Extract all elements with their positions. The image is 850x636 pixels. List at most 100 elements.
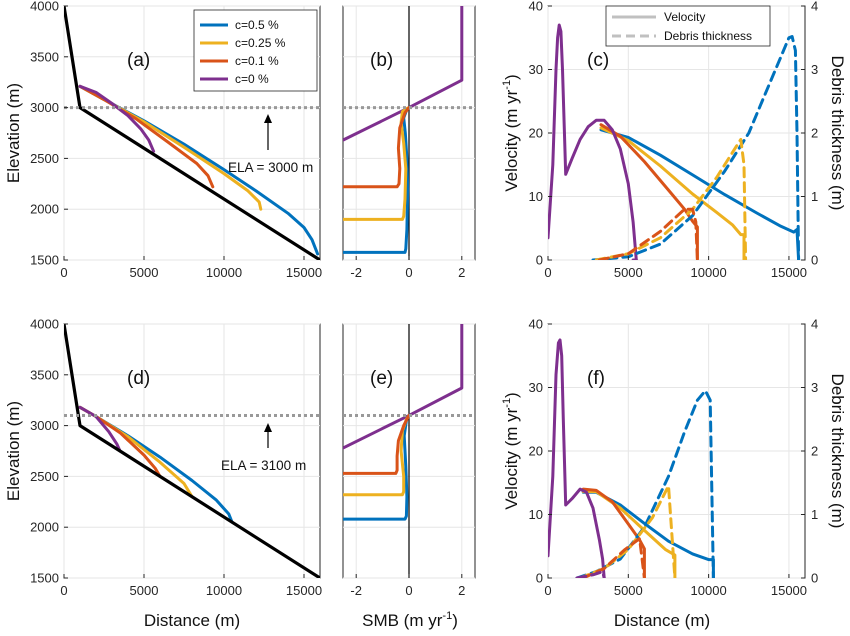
ytick-label-d: 2000 (30, 520, 59, 535)
xtick-label-f: 0 (544, 583, 551, 598)
series-line-c0-velocity-f (548, 338, 606, 578)
y2tick-label-c: 0 (811, 253, 818, 268)
xlabel-d: Distance (m) (144, 611, 240, 630)
series-line-c025-debris-c (594, 137, 748, 260)
xtick-label-b: 0 (405, 265, 412, 280)
panel-c: 0 5000 10000 15000 0 10 20 30 40 0 1 2 3 4 (529, 0, 819, 280)
y2tick-label-c: 2 (811, 126, 818, 141)
xtick-label-a: 0 (60, 265, 67, 280)
ela-annotation-top: ELA = 3000 m (228, 114, 313, 175)
ytick-label-a: 2500 (30, 151, 59, 166)
ela-label-bottom: ELA = 3100 m (221, 458, 306, 473)
xtick-label-d: 15000 (286, 583, 322, 598)
xtick-label-b: -2 (350, 265, 362, 280)
series-line-c0-a (78, 84, 156, 153)
ylabel-c: Velocity (m yr-1) (501, 74, 521, 191)
series-line-c0-velocity-c (548, 23, 638, 260)
legend-variables: Velocity Debris thickness (605, 5, 771, 47)
xtick-label-a: 5000 (130, 265, 159, 280)
series-line-c025-a (78, 84, 263, 211)
xtick-label-e: 2 (458, 583, 465, 598)
panel-f: 0 5000 10000 15000 0 10 20 30 40 0 1 2 3 4 (529, 317, 819, 599)
ylabel-c-close: ) (502, 74, 521, 80)
xtick-label-d: 10000 (206, 583, 242, 598)
ytick-label-a: 2000 (30, 202, 59, 217)
axes-frames (63, 5, 806, 579)
ytick-label-c: 30 (529, 62, 543, 77)
panel-label-d: (d) (127, 368, 150, 389)
legend-label-c01: c=0.1 % (235, 54, 279, 68)
series-line-c025-velocity-c (599, 126, 746, 260)
ela-annotation-bottom: ELA = 3100 m (221, 423, 306, 473)
legend-label-debris: Debris thickness (664, 29, 752, 43)
series-line-c01-debris-c (597, 207, 699, 260)
y2tick-label-c: 3 (811, 62, 818, 77)
panel-b: -2 0 2 (343, 5, 475, 280)
xtick-label-d: 5000 (130, 583, 159, 598)
xlabel-f: Distance (m) (614, 611, 710, 630)
ytick-label-f: 0 (536, 571, 543, 586)
panel-label-e: (e) (370, 368, 393, 389)
series-line-c05-velocity-c (599, 128, 801, 260)
series-line-c05-debris-c (591, 35, 801, 260)
series-b (343, 6, 475, 260)
y2label-c: Debris thickness (m) (828, 56, 847, 211)
ytick-label-d: 3500 (30, 367, 59, 382)
series-line-c01-velocity-f (581, 487, 646, 578)
ytick-label-a: 3000 (30, 100, 59, 115)
series-line-c01-debris-f (581, 537, 646, 578)
ylabel-f: Velocity (m yr-1) (501, 392, 521, 509)
xtick-label-c: 0 (544, 265, 551, 280)
ytick-label-a: 3500 (30, 49, 59, 64)
series-line-c01-d (78, 405, 162, 478)
y2tick-label-f: 2 (811, 444, 818, 459)
series-c (548, 23, 801, 260)
series-line-c01-e (343, 413, 411, 475)
legend-box-c (605, 5, 771, 47)
ytick-label-c: 10 (529, 189, 543, 204)
legend-label-c05: c=0.5 % (235, 18, 279, 32)
ticks-b: -2 0 2 (350, 256, 465, 280)
y2tick-label-f: 0 (811, 571, 818, 586)
ylabel-c-sup: -1 (501, 80, 513, 90)
xtick-label-f: 10000 (691, 583, 727, 598)
panel-label-b: (b) (370, 50, 393, 71)
xtick-label-a: 15000 (286, 265, 322, 280)
panel-label-a: (a) (127, 50, 150, 71)
ytick-label-a: 1500 (30, 253, 59, 268)
ylabel-c-main: Velocity (m yr (502, 89, 521, 191)
y2tick-label-f: 1 (811, 507, 818, 522)
series-a (64, 6, 320, 260)
ylabel-f-main: Velocity (m yr (502, 407, 521, 509)
series-line-c025-e (343, 413, 411, 497)
series-line-c025-b (343, 106, 411, 221)
ylabel-f-sup: -1 (501, 398, 513, 408)
series-d (64, 324, 320, 578)
xtick-label-a: 10000 (206, 265, 242, 280)
series-f (548, 338, 715, 578)
series-e (343, 324, 475, 578)
ticks-c: 0 5000 10000 15000 0 10 20 30 40 0 1 2 3 4 (529, 0, 819, 280)
y2label-f: Debris thickness (m) (828, 374, 847, 529)
ytick-label-c: 40 (529, 0, 543, 14)
ticks-f: 0 5000 10000 15000 0 10 20 30 40 0 1 2 3 4 (529, 317, 819, 599)
ytick-label-a: 4000 (30, 0, 59, 14)
xtick-label-d: 0 (60, 583, 67, 598)
xtick-label-c: 5000 (614, 265, 643, 280)
xtick-label-c: 10000 (691, 265, 727, 280)
ela-label-top: ELA = 3000 m (228, 160, 313, 175)
panel-label-f: (f) (587, 368, 605, 389)
axes-frame-d (63, 323, 321, 579)
panel-label-c: (c) (587, 50, 609, 71)
bed-line-a (64, 6, 320, 260)
series-line-c025-debris-f (578, 484, 677, 578)
ytick-label-d: 1500 (30, 571, 59, 586)
series-line-c0-d (78, 405, 122, 453)
legend-label-c0: c=0 % (235, 72, 269, 86)
bed-line-d (64, 324, 320, 578)
panel-d: 0 5000 10000 15000 1500 2000 2500 3000 3500 4000 (30, 317, 322, 599)
ytick-label-c: 0 (536, 253, 543, 268)
panel-a: 0 5000 10000 15000 1500 2000 2500 3000 3500 4000 (30, 0, 322, 280)
legend-label-c025: c=0.25 % (235, 36, 286, 50)
ela-arrowhead-bottom (264, 423, 272, 432)
